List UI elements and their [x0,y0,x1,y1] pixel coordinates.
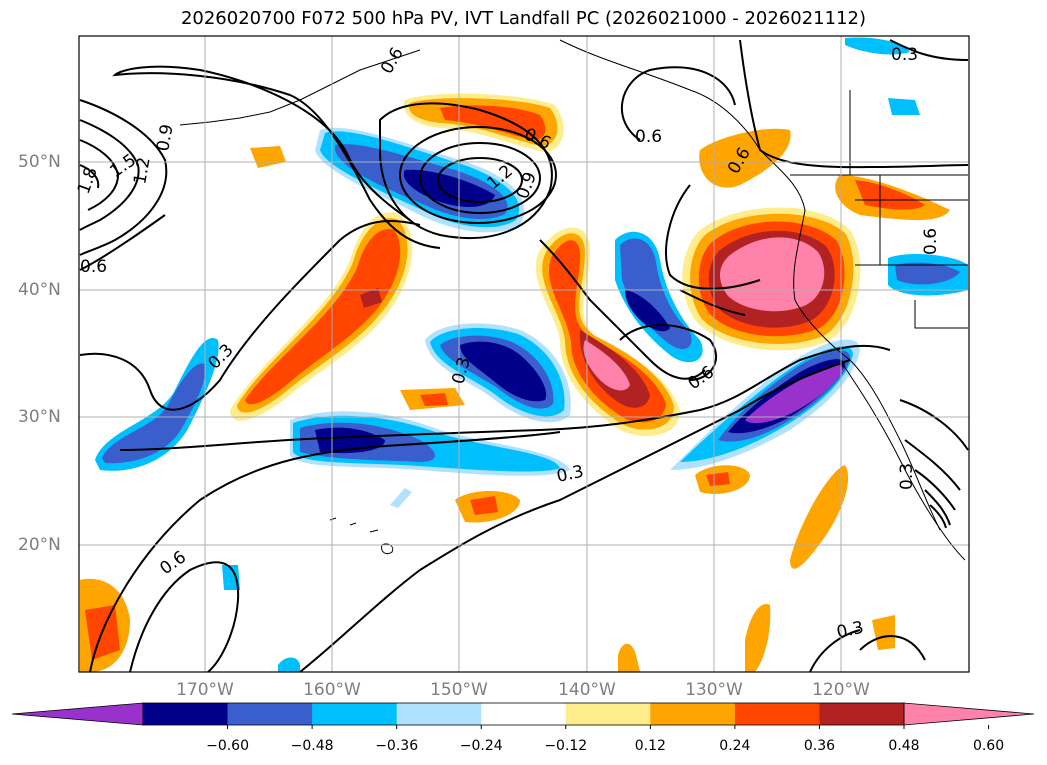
lon-label: 160°W [303,680,361,700]
positive-anomaly-north [403,93,564,152]
map-frame [78,35,970,673]
colorbar-tick-label: 0.36 [803,738,836,754]
contour-label: 0.6 [377,44,408,77]
contour-label: 0.9 [153,123,177,153]
colorbar-swatch [481,703,567,725]
contour-label: 0.3 [891,45,918,65]
contour-label: 0.6 [635,127,662,147]
colorbar-tick-label: −0.48 [290,738,334,754]
contour-label: 0.6 [921,228,941,255]
positive-patch-9 [699,128,791,188]
negative-patch-7 [278,657,300,672]
lon-label: 120°W [812,680,870,700]
colorbar-tick-label: 0.24 [719,738,751,754]
negative-anomaly-138w [615,231,703,363]
contour-label: 1.8 [74,164,102,196]
positive-patch-1 [250,146,286,168]
negative-patch-4 [888,98,920,115]
colorbar-tick-label: −0.36 [375,738,419,754]
lat-label: 30°N [18,407,61,427]
shaded-field [80,37,968,672]
coastlines [179,39,968,561]
contour-label: 1.2 [130,156,154,186]
colorbar [11,702,1035,729]
contour-label: 0.6 [80,257,107,277]
colorbar-extend-low [11,702,144,726]
colorbar-tick-label: 0.12 [634,738,666,754]
gridlines [79,36,969,672]
colorbar-swatch [227,703,313,725]
positive-patch-14 [745,604,771,672]
contour-label: 0.3 [555,462,586,487]
negative-anomaly-se [670,339,860,470]
positive-patch-8 [790,465,849,569]
colorbar-swatch [312,703,398,725]
positive-patch-15 [618,643,640,672]
positive-patch-7 [706,472,730,486]
positive-patch-11 [855,180,925,210]
colorbar-swatch [650,703,736,725]
positive-anomaly-140w [535,227,680,436]
lon-label: 140°W [558,680,616,700]
positive-patch-3 [420,393,448,406]
positive-anomaly-central [230,212,413,421]
colorbar-extend-high [903,702,1035,726]
negative-patch-2 [895,262,960,285]
lon-label: 150°W [430,680,488,700]
colorbar-tick-label: −0.12 [544,738,588,754]
lat-label: 20°N [18,535,61,555]
plot-title: 2026020700 F072 500 hPa PV, IVT Landfall… [180,8,867,29]
lat-label: 50°N [18,152,61,172]
lon-label: 170°W [176,680,234,700]
contour-lines [79,39,969,672]
colorbar-tick-label: 0.48 [888,738,920,754]
positive-patch-16 [872,615,895,650]
colorbar-outline [142,702,905,726]
positive-anomaly-nw-coast [682,207,861,351]
colorbar-swatch [819,703,905,725]
lat-label: 40°N [18,280,61,300]
negative-patch-3 [845,37,910,55]
negative-anomaly-170w [95,338,219,471]
colorbar-tick-label: −0.24 [459,738,503,754]
colorbar-swatch [734,703,820,725]
contour-label: 0.3 [897,463,917,490]
negative-patch-6 [222,565,240,590]
colorbar-tick-label: −0.60 [206,738,249,754]
positive-patch-5 [470,496,498,515]
negative-patch-5 [390,488,412,508]
colorbar-tick-label: 0.60 [972,738,1005,754]
contour-label: 0.3 [835,618,866,643]
colorbar-swatch [565,703,651,725]
contour-label: 0.9 [513,169,541,201]
colorbar-swatch [143,703,229,725]
negative-anomaly-150w [425,323,571,423]
lon-label: 130°W [685,680,743,700]
colorbar-swatch [396,703,482,725]
